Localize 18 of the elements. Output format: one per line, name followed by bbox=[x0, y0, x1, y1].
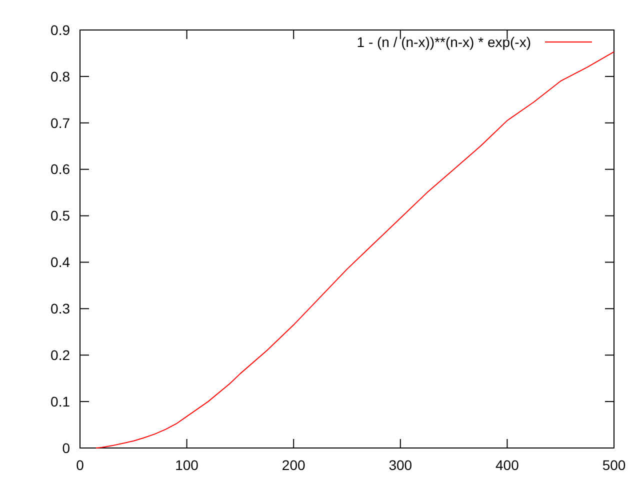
y-tick-label: 0.2 bbox=[50, 347, 70, 364]
x-tick-label: 400 bbox=[496, 457, 520, 473]
y-tick-label: 0.3 bbox=[50, 300, 70, 317]
y-tick-label: 0 bbox=[62, 440, 70, 456]
y-tick-label: 0.5 bbox=[50, 208, 70, 224]
y-tick-label: 0.6 bbox=[50, 161, 70, 178]
x-tick-label: 500 bbox=[602, 457, 626, 473]
line-series bbox=[96, 51, 614, 448]
x-tick-label: 300 bbox=[388, 457, 412, 473]
legend-label: 1 - (n / (n-x))**(n-x) * exp(-x) bbox=[356, 34, 531, 50]
y-tick-label: 0.8 bbox=[50, 68, 70, 84]
y-tick-label: 0.9 bbox=[50, 22, 70, 38]
y-tick-label: 0.1 bbox=[50, 393, 70, 410]
y-tick-label: 0.4 bbox=[50, 254, 70, 270]
x-tick-label: 100 bbox=[175, 457, 199, 473]
x-tick-label: 0 bbox=[76, 457, 84, 473]
x-tick-label: 200 bbox=[282, 457, 306, 473]
y-tick-label: 0.7 bbox=[50, 114, 70, 131]
